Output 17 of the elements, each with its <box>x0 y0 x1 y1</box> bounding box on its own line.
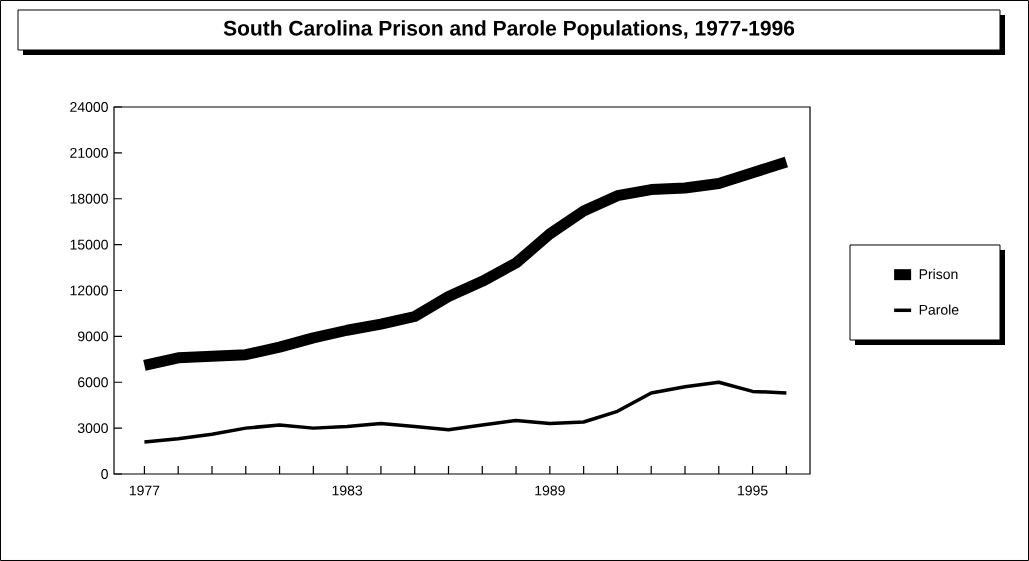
x-tick-label: 1983 <box>332 485 363 496</box>
line-series <box>142 380 789 444</box>
x-tick-label: 1995 <box>738 485 768 496</box>
chart-title: South Carolina Prison and Parole Populations, 1977-1996 <box>223 20 795 40</box>
legend-label: Prison <box>919 268 958 280</box>
x-tick-label: 1977 <box>129 485 160 496</box>
x-tick-label: 1989 <box>535 485 565 496</box>
y-tick-label: 24000 <box>70 102 108 112</box>
y-tick-label: 15000 <box>70 239 108 250</box>
y-tick-label: 9000 <box>78 331 108 342</box>
y-tick-label: 12000 <box>70 285 108 296</box>
y-tick-label: 21000 <box>70 147 108 158</box>
y-tick-label: 0 <box>101 469 108 479</box>
y-tick-label: 6000 <box>78 377 108 388</box>
y-tick-label: 3000 <box>77 423 108 434</box>
y-tick-label: 18000 <box>70 193 108 204</box>
legend-label: Parole <box>919 304 959 315</box>
